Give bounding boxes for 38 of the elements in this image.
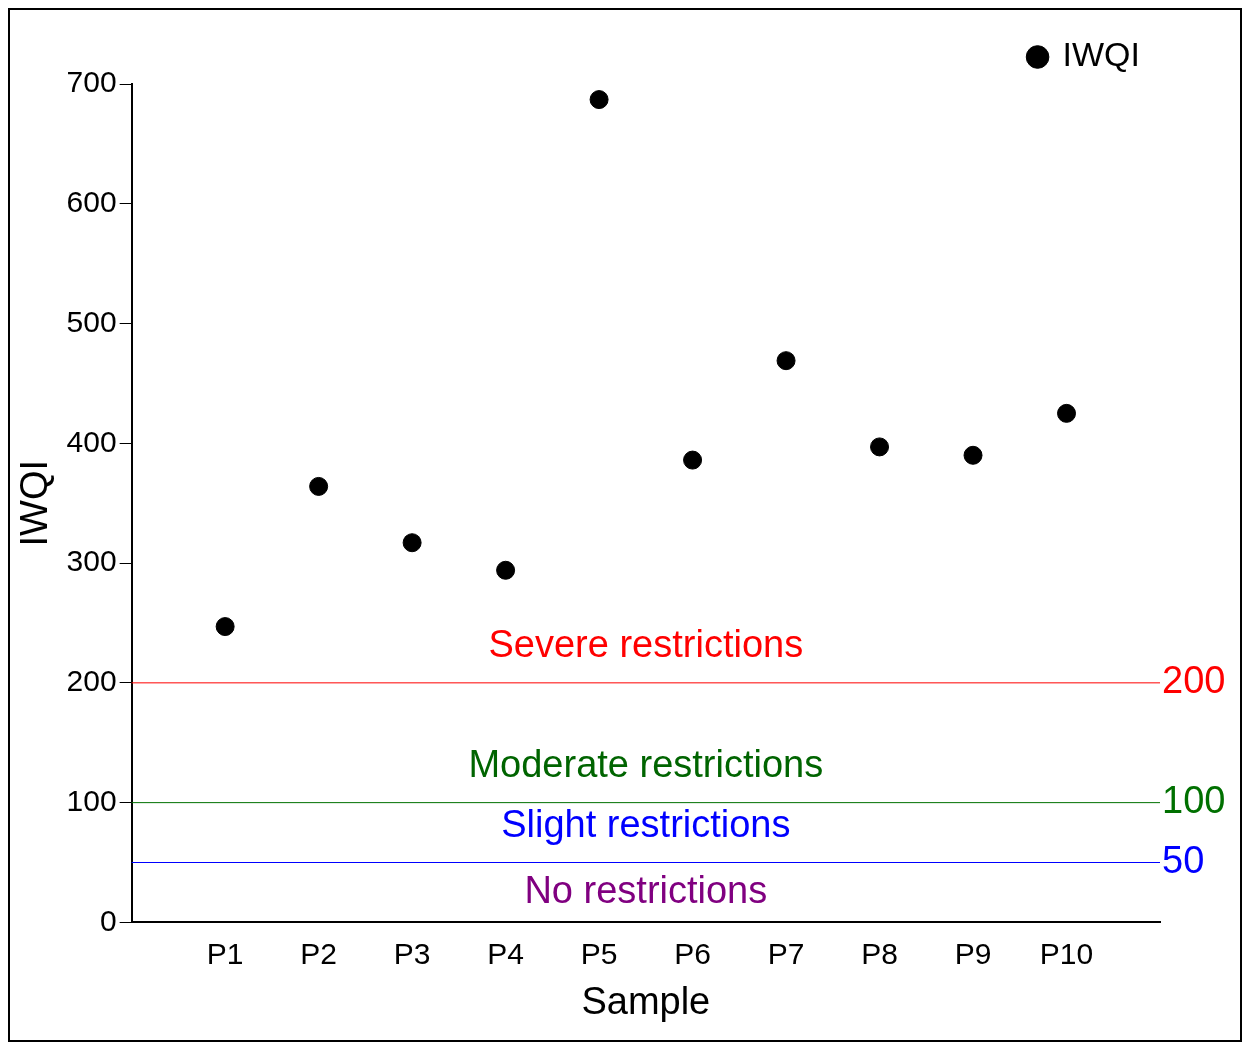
x-tick-label: P1 [206,936,244,970]
annotation: Slight restrictions [501,803,791,845]
y-tick-label: 0 [99,903,117,937]
x-axis-title: Sample [581,979,711,1022]
y-axis-title: IWQI [13,459,56,547]
x-tick-label: P8 [861,936,898,970]
point [402,533,422,553]
point [776,351,796,371]
annotation: Severe restrictions [488,623,804,666]
ref-line-label: 100 [1162,779,1226,822]
y-tick-label: 400 [66,424,117,458]
x-tick-label: P5 [580,936,618,970]
point [683,450,703,470]
x-tick-label: P3 [393,936,431,970]
point [963,445,983,465]
point [309,476,329,496]
point [1057,403,1077,423]
legend-label: IWQI [1062,35,1141,74]
ref-line-label: 200 [1162,659,1226,702]
point [870,437,890,457]
x-tick-label: P6 [674,936,711,970]
point [215,617,235,637]
annotation: No restrictions [524,868,768,911]
y-tick-label: 200 [66,664,117,698]
annotation: Moderate restrictions [468,743,824,786]
y-tick-label: 600 [66,185,117,219]
x-tick-label: P2 [300,936,337,970]
y-tick-label: 500 [66,304,117,338]
x-tick-label: P7 [767,936,805,970]
y-tick-label: 100 [66,783,117,817]
x-tick-label: P9 [954,936,992,970]
x-tick-label: P10 [1039,936,1094,970]
y-tick-label: 700 [66,65,117,99]
x-tick-label: P4 [487,936,524,970]
point [589,90,609,110]
y-tick-label: 300 [66,544,117,578]
ref-line-label: 50 [1162,839,1205,881]
point [496,560,516,580]
